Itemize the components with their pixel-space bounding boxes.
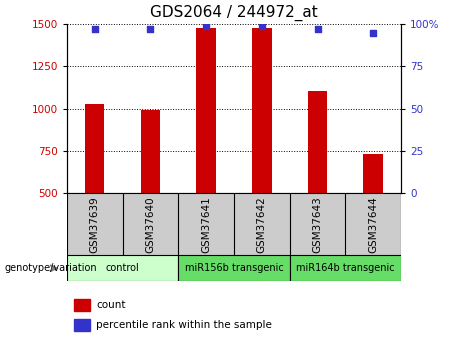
Bar [73, 299, 89, 310]
Text: GSM37643: GSM37643 [313, 196, 323, 253]
Title: GDS2064 / 244972_at: GDS2064 / 244972_at [150, 5, 318, 21]
Text: GSM37641: GSM37641 [201, 196, 211, 253]
Bar [252, 28, 272, 193]
Point [147, 27, 154, 32]
Text: genotype/variation: genotype/variation [5, 263, 97, 273]
Bar [141, 110, 160, 193]
Bar [308, 91, 327, 193]
Text: miR156b transgenic: miR156b transgenic [184, 263, 284, 273]
Point [314, 27, 321, 32]
Text: GSM37640: GSM37640 [145, 196, 155, 253]
Bar [178, 255, 290, 281]
Bar [67, 255, 178, 281]
Bar [290, 255, 401, 281]
Text: miR164b transgenic: miR164b transgenic [296, 263, 395, 273]
Bar [73, 319, 89, 331]
Bar [85, 104, 105, 193]
Point [91, 27, 98, 32]
Text: count: count [96, 300, 126, 310]
Text: GSM37644: GSM37644 [368, 196, 378, 253]
Point [258, 23, 266, 29]
Bar [363, 154, 383, 193]
Text: GSM37639: GSM37639 [90, 196, 100, 253]
Point [370, 30, 377, 35]
Bar [196, 28, 216, 193]
Text: percentile rank within the sample: percentile rank within the sample [96, 320, 272, 330]
Text: GSM37642: GSM37642 [257, 196, 267, 253]
Point [202, 23, 210, 29]
Text: control: control [106, 263, 139, 273]
